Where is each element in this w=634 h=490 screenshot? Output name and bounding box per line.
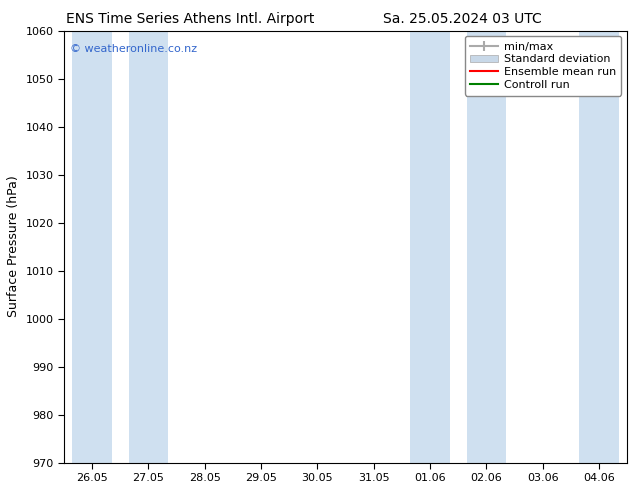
Y-axis label: Surface Pressure (hPa): Surface Pressure (hPa) [7, 176, 20, 318]
Bar [129, 30, 168, 463]
Bar [72, 30, 112, 463]
Bar [410, 30, 450, 463]
Text: Sa. 25.05.2024 03 UTC: Sa. 25.05.2024 03 UTC [384, 12, 542, 26]
Text: © weatheronline.co.nz: © weatheronline.co.nz [70, 44, 197, 53]
Bar [579, 30, 619, 463]
Legend: min/max, Standard deviation, Ensemble mean run, Controll run: min/max, Standard deviation, Ensemble me… [465, 36, 621, 96]
Bar [467, 30, 506, 463]
Text: ENS Time Series Athens Intl. Airport: ENS Time Series Athens Intl. Airport [66, 12, 314, 26]
